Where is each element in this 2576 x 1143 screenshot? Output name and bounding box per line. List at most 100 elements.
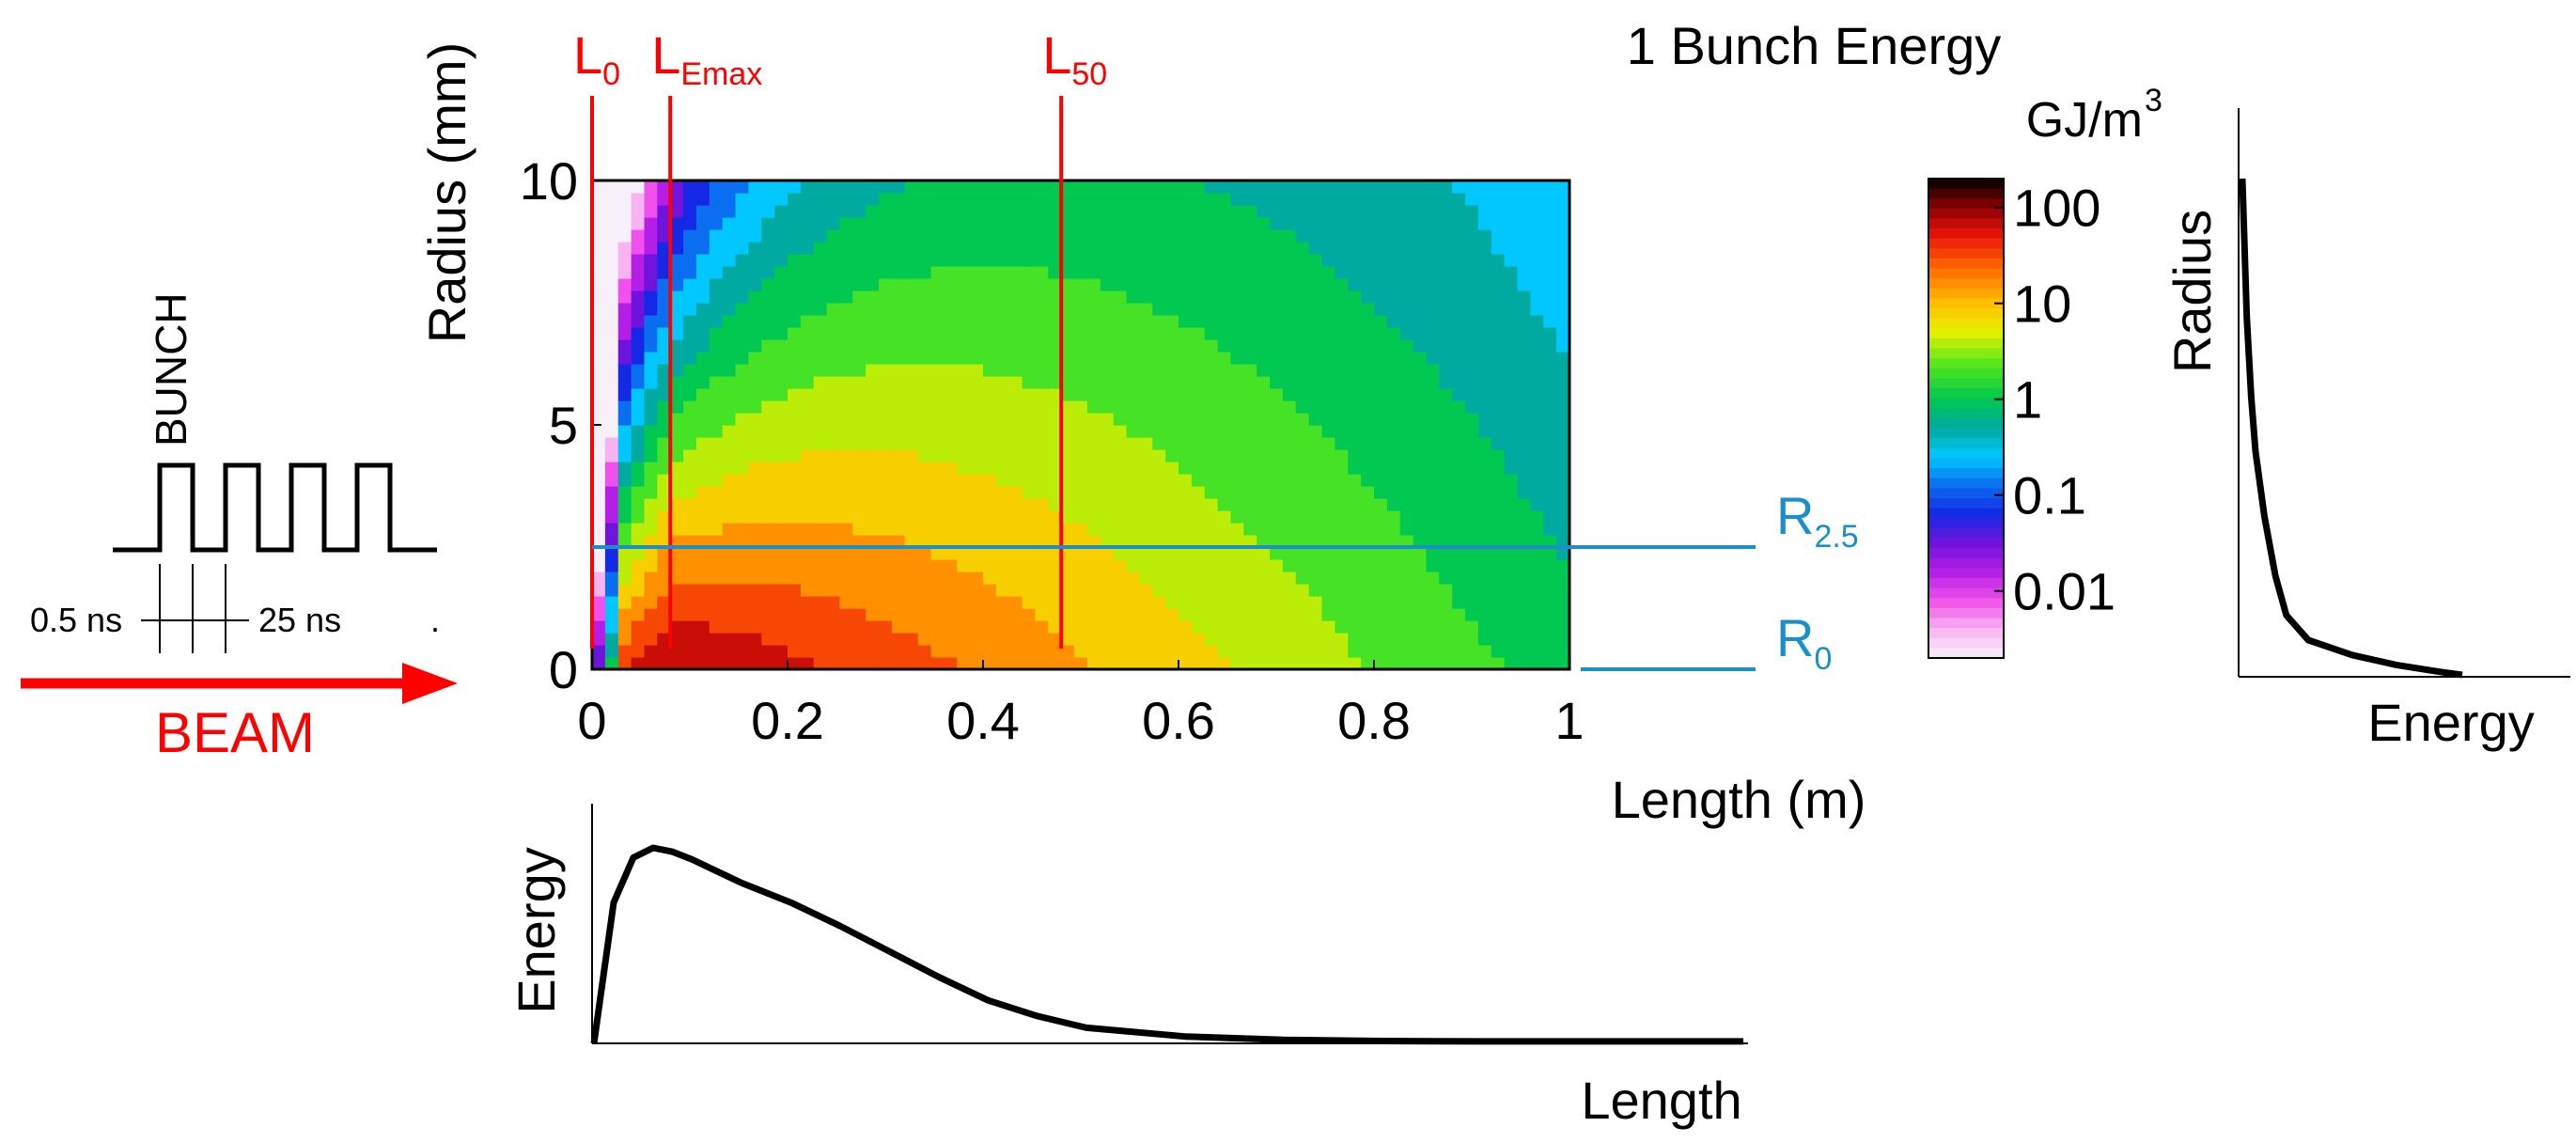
heatmap-cell <box>1204 339 1219 352</box>
heatmap-cell <box>1022 462 1037 475</box>
heatmap-cell <box>1321 229 1335 243</box>
heatmap-cell <box>1230 559 1244 572</box>
heatmap-cell <box>657 376 671 389</box>
heatmap-cell <box>839 193 853 206</box>
heatmap-cell <box>1126 633 1140 646</box>
heatmap-cell <box>1335 290 1349 304</box>
heatmap-cell <box>1399 584 1414 597</box>
heatmap-cell <box>1022 254 1037 267</box>
heatmap-cell <box>774 193 788 206</box>
heatmap-cell <box>1282 352 1297 365</box>
heatmap-cell <box>879 242 893 255</box>
heatmap-cell <box>1517 242 1531 255</box>
heatmap-cell <box>904 449 919 462</box>
heatmap-cell <box>1022 266 1037 279</box>
heatmap-cell <box>788 400 802 414</box>
heatmap-cell <box>891 657 906 670</box>
heatmap-cell <box>670 254 684 267</box>
heatmap-cell <box>957 266 971 279</box>
heatmap-cell <box>995 535 1010 548</box>
heatmap-cell <box>709 242 724 255</box>
heatmap-cell <box>709 376 724 389</box>
heatmap-cell <box>774 462 788 475</box>
heatmap-cell <box>1086 437 1101 450</box>
heatmap-cell <box>709 217 724 230</box>
heatmap-cell <box>800 620 815 634</box>
heatmap-cell <box>1308 339 1323 352</box>
heatmap-cell <box>1477 266 1492 279</box>
heatmap-cell <box>826 584 841 597</box>
heatmap-cell <box>1008 498 1023 511</box>
heatmap-cell <box>1243 180 1257 194</box>
heatmap-cell <box>800 229 815 243</box>
heatmap-cell <box>1204 254 1219 267</box>
heatmap-cell <box>748 486 762 499</box>
heatmap-cell <box>1257 608 1271 621</box>
heatmap-cell <box>1100 180 1115 194</box>
heatmap-cell <box>617 180 632 194</box>
heatmap-cell <box>1230 474 1244 487</box>
heatmap-cell <box>1282 193 1297 206</box>
heatmap-cell <box>917 388 932 401</box>
heatmap-cell <box>1257 559 1271 572</box>
heatmap-cell <box>1426 290 1440 304</box>
heatmap-cell <box>1295 474 1310 487</box>
heatmap-cell <box>839 498 853 511</box>
heatmap-cell <box>631 486 646 499</box>
heatmap-cell <box>617 486 632 499</box>
heatmap-cell <box>1477 254 1492 267</box>
heatmap-cell <box>957 608 971 621</box>
heatmap-cell <box>1048 425 1062 438</box>
heatmap-cell <box>617 474 632 487</box>
heatmap-cell <box>1282 498 1297 511</box>
heatmap-cell <box>1113 608 1128 621</box>
heatmap-cell <box>1126 315 1140 328</box>
heatmap-cell <box>1243 645 1257 658</box>
heatmap-cell <box>1086 254 1101 267</box>
heatmap-cell <box>1257 327 1271 340</box>
colorbar-unit: GJ/m <box>2026 93 2143 148</box>
y-tick-label: 5 <box>549 396 578 455</box>
heatmap-cell <box>891 229 906 243</box>
heatmap-cell <box>604 278 619 291</box>
heatmap-cell <box>1399 303 1414 316</box>
heatmap-cell <box>735 449 749 462</box>
heatmap-cell <box>1217 608 1232 621</box>
heatmap-cell <box>1465 290 1479 304</box>
heatmap-cell <box>1152 339 1166 352</box>
heatmap-cell <box>866 315 880 328</box>
heatmap-cell <box>735 400 749 414</box>
heatmap-cell <box>735 462 749 475</box>
heatmap-cell <box>826 559 841 572</box>
heatmap-cell <box>617 413 632 426</box>
heatmap-cell <box>800 523 815 536</box>
heatmap-cell <box>1543 657 1557 670</box>
heatmap-cell <box>1217 327 1232 340</box>
heatmap-cell <box>1361 437 1375 450</box>
heatmap-cell <box>995 559 1010 572</box>
heatmap-cell <box>1074 180 1088 194</box>
heatmap-cell <box>722 327 737 340</box>
heatmap-cell <box>970 242 984 255</box>
heatmap-cell <box>1426 413 1440 426</box>
heatmap-cell <box>800 303 815 316</box>
heatmap-cell <box>657 229 671 243</box>
heatmap-cell <box>788 535 802 548</box>
heatmap-cell <box>1517 352 1531 365</box>
heatmap-cell <box>1335 242 1349 255</box>
heatmap-cell <box>917 205 932 218</box>
heatmap-cell <box>904 180 919 194</box>
heatmap-cell <box>852 254 866 267</box>
heatmap-cell <box>1217 266 1232 279</box>
heatmap-cell <box>1361 486 1375 499</box>
heatmap-cell <box>1048 449 1062 462</box>
heatmap-cell <box>1257 290 1271 304</box>
heatmap-cell <box>1348 547 1362 560</box>
heatmap-cell <box>1543 523 1557 536</box>
heatmap-cell <box>1191 535 1206 548</box>
heatmap-cell <box>1477 388 1492 401</box>
heatmap-cell <box>1152 180 1166 194</box>
heatmap-cell <box>683 205 697 218</box>
heatmap-cell <box>1361 498 1375 511</box>
heatmap-cell <box>1257 535 1271 548</box>
